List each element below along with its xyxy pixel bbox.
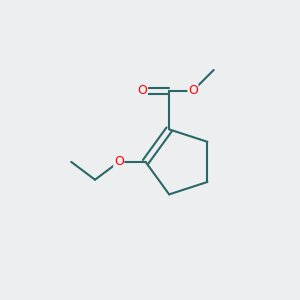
Text: O: O (114, 155, 124, 168)
Text: O: O (188, 84, 198, 97)
Text: O: O (137, 84, 147, 97)
